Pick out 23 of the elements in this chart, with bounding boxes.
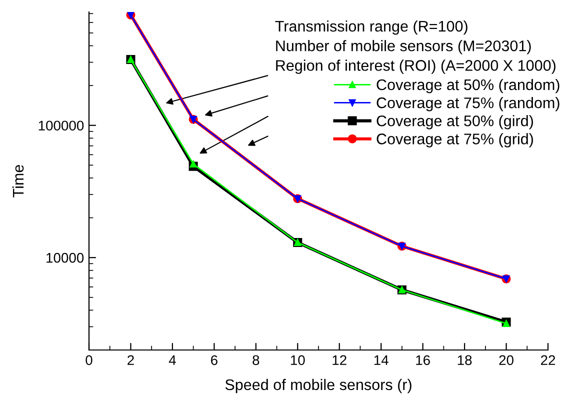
legend-label: Coverage at 75% (grid) xyxy=(376,133,533,148)
annotation: Transmission range (R=100) xyxy=(275,20,468,35)
annotation: Region of interest (ROI) (A=2000 X 1000) xyxy=(276,60,556,74)
x-tick-label: 12 xyxy=(332,355,346,365)
x-tick-label: 14 xyxy=(374,355,388,365)
y-tick-label: 100000 xyxy=(38,120,84,131)
x-axis-title: Speed of mobile sensors (r) xyxy=(225,378,412,394)
y-tick-label: 10000 xyxy=(46,252,84,263)
x-tick-label: 22 xyxy=(540,355,556,365)
x-tick-label: 4 xyxy=(168,355,176,365)
x-tick-label: 16 xyxy=(416,355,430,366)
x-tick-label: 8 xyxy=(252,355,260,366)
x-tick-label: 18 xyxy=(458,355,472,366)
legend-label: Coverage at 75% (random) xyxy=(376,97,560,112)
y-axis-title: Time xyxy=(12,164,24,198)
x-tick-label: 0 xyxy=(86,355,92,366)
legend-label: Coverage at 50% (random) xyxy=(376,78,560,94)
annotation: Number of mobile sensors (M=20301) xyxy=(276,40,531,54)
x-tick-label: 20 xyxy=(499,355,514,366)
legend-label: Coverage at 50% (gird) xyxy=(376,115,533,130)
x-tick-label: 2 xyxy=(128,355,134,365)
x-tick-label: 10 xyxy=(290,355,305,366)
x-tick-label: 6 xyxy=(211,355,218,366)
